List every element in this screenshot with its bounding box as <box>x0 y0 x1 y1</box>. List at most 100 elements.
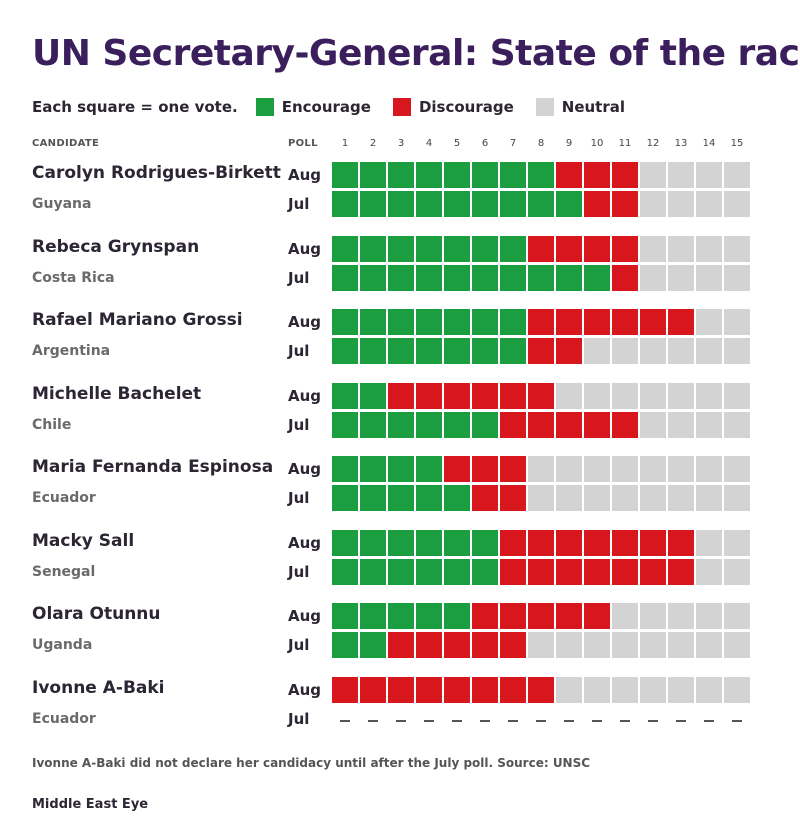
vote-square-neutral <box>640 603 666 629</box>
vote-square-neutral <box>640 632 666 658</box>
vote-square-encourage <box>416 235 442 262</box>
candidate-name: Ivonne A-Baki <box>32 677 165 698</box>
legend-note: Each square = one vote. <box>32 98 238 116</box>
column-number: 2 <box>369 138 377 149</box>
no-poll-dash <box>676 719 686 722</box>
vote-square-neutral <box>724 191 750 217</box>
candidate-country: Costa Rica <box>32 269 115 286</box>
vote-square-encourage <box>388 309 414 335</box>
candidate-country: Ecuador <box>32 710 96 727</box>
vote-square-neutral <box>724 235 750 262</box>
legend-swatch-encourage <box>255 98 274 116</box>
vote-square-neutral <box>612 382 638 409</box>
vote-square-neutral <box>640 382 666 409</box>
vote-square-discourage <box>584 191 610 217</box>
poll-label: Jul <box>288 562 310 581</box>
no-poll-dash <box>368 719 378 722</box>
vote-square-neutral <box>556 456 582 482</box>
source-credit: Middle East Eye <box>32 797 149 812</box>
vote-square-discourage <box>528 309 554 335</box>
vote-square-discourage <box>500 382 526 409</box>
vote-square-neutral <box>584 632 610 658</box>
vote-square-discourage <box>612 235 638 262</box>
vote-square-neutral <box>724 529 750 556</box>
vote-square-encourage <box>416 191 442 217</box>
vote-square-neutral <box>612 485 638 511</box>
column-number: 6 <box>481 138 489 149</box>
poll-label: Jul <box>288 636 310 654</box>
vote-square-encourage <box>444 235 470 262</box>
vote-square-discourage <box>528 235 554 262</box>
vote-square-discourage <box>640 558 666 585</box>
vote-square-discourage <box>500 456 526 482</box>
vote-square-encourage <box>416 456 442 482</box>
vote-square-encourage <box>388 558 414 585</box>
vote-square-discourage <box>500 603 526 629</box>
vote-square-encourage <box>528 191 554 217</box>
vote-square-neutral <box>696 558 722 585</box>
vote-square-encourage <box>388 338 414 364</box>
vote-square-neutral <box>640 485 666 511</box>
vote-square-neutral <box>612 632 638 658</box>
vote-square-neutral <box>724 456 750 482</box>
vote-square-encourage <box>332 264 358 291</box>
vote-square-neutral <box>612 456 638 482</box>
vote-square-encourage <box>332 235 358 262</box>
vote-square-neutral <box>696 456 722 482</box>
poll-label: Jul <box>288 342 310 360</box>
vote-square-neutral <box>724 411 750 438</box>
vote-square-neutral <box>668 411 694 438</box>
vote-square-neutral <box>696 603 722 629</box>
vote-square-encourage <box>388 411 414 438</box>
vote-square-neutral <box>584 676 610 703</box>
vote-square-neutral <box>724 264 750 291</box>
vote-square-discourage <box>500 632 526 658</box>
footnote: Ivonne A-Baki did not declare her candid… <box>32 756 591 770</box>
vote-square-discourage <box>584 411 610 438</box>
vote-square-encourage <box>332 456 358 482</box>
vote-square-encourage <box>332 411 358 438</box>
vote-square-encourage <box>472 529 498 556</box>
vote-square-encourage <box>416 558 442 585</box>
vote-square-neutral <box>724 485 750 511</box>
no-poll-dash <box>704 719 714 722</box>
vote-square-encourage <box>416 485 442 511</box>
no-poll-dash <box>340 719 350 722</box>
vote-square-encourage <box>444 603 470 629</box>
vote-square-neutral <box>724 632 750 658</box>
legend: Each square = one vote. Encourage Discou… <box>32 96 647 118</box>
vote-square-encourage <box>500 338 526 364</box>
vote-square-encourage <box>444 191 470 217</box>
vote-square-neutral <box>696 676 722 703</box>
vote-square-discourage <box>556 529 582 556</box>
vote-square-discourage <box>472 456 498 482</box>
vote-square-neutral <box>584 382 610 409</box>
vote-square-encourage <box>360 558 386 585</box>
candidate-name: Maria Fernanda Espinosa <box>32 457 274 477</box>
vote-square-neutral <box>696 338 722 364</box>
vote-square-encourage <box>360 382 386 409</box>
column-number: 13 <box>674 138 688 149</box>
vote-square-discourage <box>528 676 554 703</box>
column-number: 1 <box>341 138 349 149</box>
vote-square-discourage <box>556 162 582 188</box>
poll-label: Aug <box>288 239 322 258</box>
vote-square-discourage <box>556 411 582 438</box>
vote-square-neutral <box>668 603 694 629</box>
poll-label: Aug <box>288 680 322 699</box>
chart-title: UN Secretary-General: State of the race <box>32 33 800 74</box>
vote-square-discourage <box>472 676 498 703</box>
vote-square-encourage <box>360 309 386 335</box>
vote-square-encourage <box>500 309 526 335</box>
vote-square-encourage <box>416 529 442 556</box>
vote-square-encourage <box>472 338 498 364</box>
candidate-country: Uganda <box>32 637 93 653</box>
vote-square-neutral <box>612 603 638 629</box>
column-number: 14 <box>702 138 716 149</box>
vote-square-discourage <box>612 264 638 291</box>
vote-square-encourage <box>472 162 498 188</box>
legend-label-discourage: Discourage <box>418 98 514 116</box>
vote-square-discourage <box>584 309 610 335</box>
vote-square-neutral <box>640 162 666 188</box>
poll-label: Aug <box>288 313 322 331</box>
